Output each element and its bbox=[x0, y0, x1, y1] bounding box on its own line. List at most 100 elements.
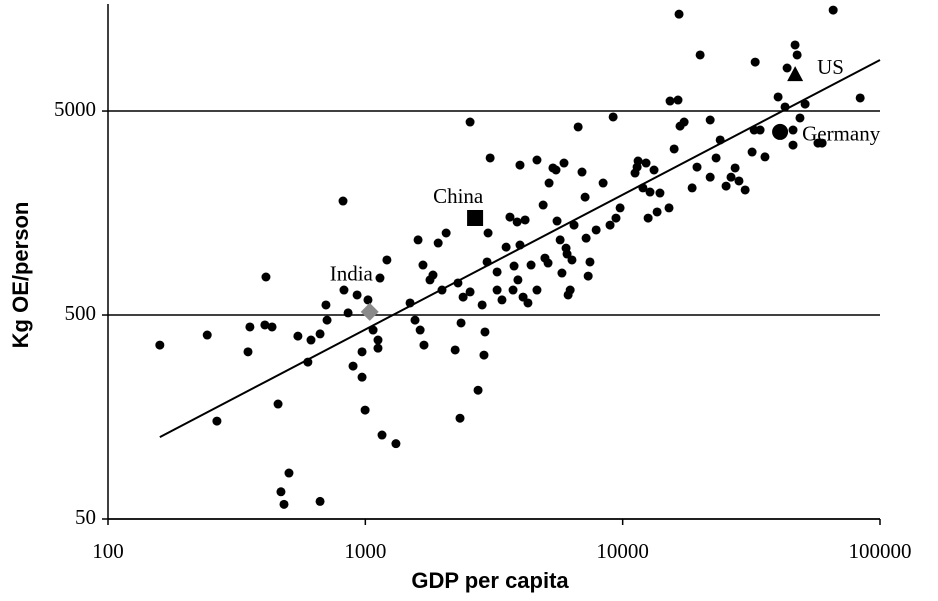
data-point bbox=[583, 271, 593, 281]
data-point bbox=[598, 178, 608, 188]
data-point bbox=[322, 315, 332, 325]
data-point bbox=[577, 167, 587, 177]
data-point bbox=[276, 487, 286, 497]
data-point bbox=[665, 96, 675, 106]
data-point bbox=[348, 361, 358, 371]
data-point bbox=[465, 117, 475, 127]
data-point bbox=[479, 350, 489, 360]
y-axis-title: Kg OE/person bbox=[8, 202, 33, 349]
data-point bbox=[652, 207, 662, 217]
data-point bbox=[339, 285, 349, 295]
highlight-marker bbox=[772, 123, 789, 140]
data-point bbox=[795, 113, 805, 123]
y-tick-label: 50 bbox=[75, 505, 96, 529]
data-point bbox=[538, 200, 548, 210]
data-point bbox=[692, 162, 702, 172]
data-point bbox=[357, 372, 367, 382]
x-tick-label: 1000 bbox=[344, 539, 386, 563]
data-point bbox=[788, 125, 798, 135]
data-point bbox=[523, 298, 533, 308]
data-point bbox=[410, 315, 420, 325]
data-point bbox=[382, 255, 392, 265]
data-point bbox=[532, 155, 542, 165]
data-point bbox=[526, 260, 536, 270]
data-point bbox=[418, 260, 428, 270]
data-point bbox=[155, 340, 165, 350]
data-point bbox=[565, 285, 575, 295]
data-point bbox=[740, 185, 750, 195]
data-point bbox=[645, 187, 655, 197]
data-point bbox=[279, 499, 289, 509]
data-point bbox=[674, 9, 684, 19]
data-point bbox=[497, 295, 507, 305]
data-point bbox=[261, 272, 271, 282]
x-tick-label: 10000 bbox=[596, 539, 649, 563]
data-point bbox=[855, 93, 865, 103]
data-point bbox=[559, 158, 569, 168]
data-point bbox=[726, 172, 736, 182]
data-point bbox=[605, 220, 615, 230]
data-point bbox=[750, 57, 760, 67]
data-point bbox=[428, 270, 438, 280]
data-point bbox=[267, 322, 277, 332]
highlight-label: US bbox=[817, 55, 844, 79]
data-point bbox=[687, 183, 697, 193]
data-point bbox=[433, 238, 443, 248]
data-point bbox=[567, 255, 577, 265]
data-point bbox=[509, 261, 519, 271]
data-point bbox=[375, 273, 385, 283]
data-point bbox=[520, 215, 530, 225]
data-point bbox=[352, 290, 362, 300]
data-point bbox=[293, 331, 303, 341]
data-point bbox=[360, 405, 370, 415]
data-point bbox=[711, 153, 721, 163]
data-point bbox=[608, 112, 618, 122]
data-point bbox=[705, 172, 715, 182]
data-point bbox=[492, 267, 502, 277]
data-point bbox=[315, 496, 325, 506]
data-point bbox=[492, 285, 502, 295]
data-point bbox=[284, 468, 294, 478]
data-point bbox=[705, 115, 715, 125]
data-point bbox=[273, 399, 283, 409]
data-point bbox=[306, 335, 316, 345]
data-point bbox=[679, 117, 689, 127]
data-point bbox=[580, 192, 590, 202]
data-point bbox=[413, 235, 423, 245]
data-point bbox=[512, 217, 522, 227]
data-point bbox=[419, 340, 429, 350]
data-point bbox=[373, 343, 383, 353]
data-point bbox=[473, 385, 483, 395]
data-point bbox=[391, 439, 401, 449]
highlight-label: China bbox=[433, 184, 484, 208]
data-point bbox=[450, 345, 460, 355]
highlight-label: Germany bbox=[802, 122, 881, 146]
y-tick-label: 5000 bbox=[54, 97, 96, 121]
data-point bbox=[338, 196, 348, 206]
data-point bbox=[790, 40, 800, 50]
data-point bbox=[377, 430, 387, 440]
data-point bbox=[773, 92, 783, 102]
data-point bbox=[755, 125, 765, 135]
data-point bbox=[747, 147, 757, 157]
data-point bbox=[585, 257, 595, 267]
data-point bbox=[343, 308, 353, 318]
data-point bbox=[552, 216, 562, 226]
data-point bbox=[260, 320, 270, 330]
data-point bbox=[782, 63, 792, 73]
data-point bbox=[569, 220, 579, 230]
data-point bbox=[543, 258, 553, 268]
data-point bbox=[243, 347, 253, 357]
data-point bbox=[315, 329, 325, 339]
x-tick-label: 100000 bbox=[849, 539, 912, 563]
data-point bbox=[581, 233, 591, 243]
data-point bbox=[321, 300, 331, 310]
data-point bbox=[817, 138, 827, 148]
data-point bbox=[557, 268, 567, 278]
data-point bbox=[641, 158, 651, 168]
data-point bbox=[551, 165, 561, 175]
data-point bbox=[480, 327, 490, 337]
data-point bbox=[441, 228, 451, 238]
